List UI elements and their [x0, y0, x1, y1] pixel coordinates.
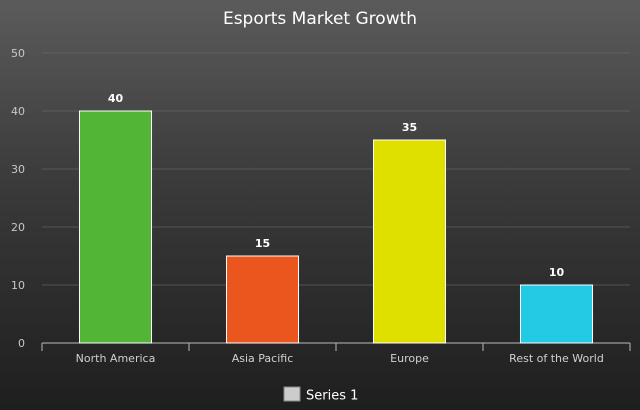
chart-title: Esports Market Growth	[223, 9, 417, 29]
bars	[78, 110, 594, 344]
bar[interactable]	[78, 110, 153, 344]
y-tick-label: 10	[11, 279, 25, 292]
data-labels: 40 15 35 10	[108, 92, 565, 279]
data-label: 10	[549, 266, 565, 279]
x-tick-label: North America	[76, 352, 156, 365]
y-tick-label: 20	[11, 221, 25, 234]
legend-swatch	[283, 386, 301, 402]
data-label: 40	[108, 92, 124, 105]
bar[interactable]	[225, 255, 300, 344]
x-tick-label: Rest of the World	[509, 352, 604, 365]
y-tick-label: 0	[18, 337, 25, 350]
x-tick-label: Asia Pacific	[232, 352, 294, 365]
x-tick-label: Europe	[390, 352, 429, 365]
y-tick-label: 30	[11, 163, 25, 176]
bar[interactable]	[519, 284, 594, 344]
data-label: 15	[255, 237, 270, 250]
y-tick-label: 40	[11, 105, 25, 118]
data-label: 35	[402, 121, 417, 134]
legend[interactable]: Series 1	[283, 386, 358, 404]
y-tick-label: 50	[11, 47, 25, 60]
bar[interactable]	[372, 139, 447, 344]
legend-label-series-1: Series 1	[306, 389, 358, 404]
